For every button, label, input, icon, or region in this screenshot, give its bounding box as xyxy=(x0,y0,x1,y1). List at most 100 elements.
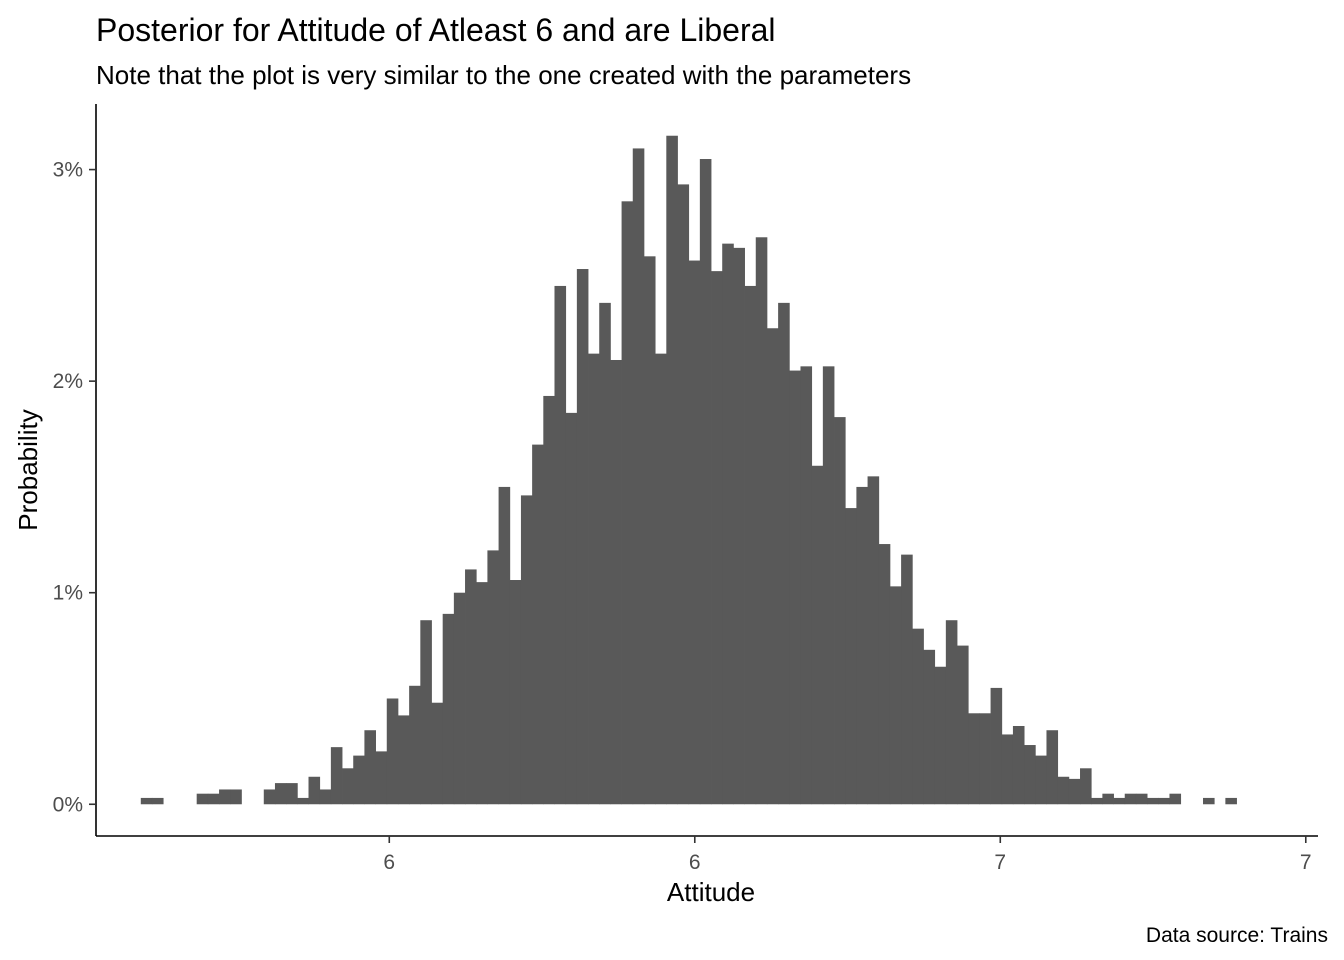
histogram-bar xyxy=(465,569,477,805)
histogram-bar xyxy=(822,366,835,805)
histogram-bar xyxy=(476,582,488,805)
histogram-bar xyxy=(509,580,522,805)
histogram-bar xyxy=(778,302,790,805)
histogram-bar xyxy=(688,260,701,805)
y-axis-title: Probability xyxy=(13,409,43,530)
histogram-bar xyxy=(1080,768,1092,805)
x-axis-ticks: 6 6 7 7 xyxy=(383,836,1312,874)
histogram-bar xyxy=(934,666,947,805)
histogram-bar xyxy=(610,359,622,805)
histogram-bar xyxy=(1001,734,1014,805)
histogram-bar xyxy=(1057,776,1070,805)
histogram-bar xyxy=(308,776,321,805)
chart-title: Posterior for Attitude of Atleast 6 and … xyxy=(96,12,776,48)
histogram-bar xyxy=(1113,797,1126,805)
histogram-bar xyxy=(219,789,231,805)
histogram-bar xyxy=(1135,793,1148,805)
histogram-bar xyxy=(409,685,421,805)
histogram-bar xyxy=(1068,778,1081,805)
histogram-bar xyxy=(520,495,533,805)
histogram-bar xyxy=(789,370,801,805)
histogram-bar xyxy=(990,687,1003,805)
histogram-bar xyxy=(364,730,376,805)
histogram-bar xyxy=(968,713,980,805)
histogram-bar xyxy=(286,783,298,805)
histogram-bar xyxy=(543,395,555,805)
histogram-bar xyxy=(677,184,690,805)
histogram-bar xyxy=(207,793,220,805)
y-axis-ticks: 0% 1% 2% 3% xyxy=(53,159,96,816)
histogram-bar xyxy=(319,789,332,805)
histogram-bar xyxy=(1024,745,1036,805)
histogram-bar xyxy=(263,789,276,805)
histogram-bar xyxy=(979,713,991,805)
histogram-bar xyxy=(655,353,667,805)
histogram-bar xyxy=(196,793,209,805)
x-tick-label: 6 xyxy=(689,851,701,874)
histogram-bar xyxy=(487,550,499,805)
histogram-bar xyxy=(912,628,924,805)
y-tick-label: 1% xyxy=(53,582,83,605)
y-tick-label: 3% xyxy=(53,159,83,182)
histogram-bar xyxy=(878,544,891,805)
histogram-bar xyxy=(856,486,868,805)
histogram-bar xyxy=(420,620,432,805)
histogram-bar xyxy=(565,412,578,805)
y-tick-label: 2% xyxy=(53,370,83,393)
histogram-bar xyxy=(230,789,242,805)
histogram-bar xyxy=(1158,797,1170,805)
histogram-bar xyxy=(800,366,813,805)
bars-group xyxy=(140,135,1237,805)
histogram-bar xyxy=(1147,797,1159,805)
x-tick-label: 7 xyxy=(994,851,1006,874)
histogram-bar xyxy=(722,243,734,805)
histogram-bar xyxy=(386,698,399,805)
histogram-bar xyxy=(901,554,913,805)
histogram-bar xyxy=(498,486,511,805)
histogram-bar xyxy=(342,768,354,805)
histogram-bar xyxy=(1124,793,1137,805)
histogram-bar xyxy=(353,755,365,805)
histogram-bar xyxy=(1169,793,1182,805)
histogram-bar xyxy=(811,465,824,805)
x-tick-label: 7 xyxy=(1300,851,1312,874)
x-axis-title: Attitude xyxy=(667,877,755,907)
histogram-bar xyxy=(1091,797,1103,805)
histogram-bar xyxy=(554,285,567,805)
histogram-bar xyxy=(699,159,712,805)
histogram-bar xyxy=(744,285,757,805)
histogram-bar xyxy=(755,237,768,805)
histogram-bar xyxy=(711,271,723,805)
histogram-bar xyxy=(1035,755,1047,805)
histogram-bar xyxy=(1225,797,1237,805)
histogram-bar xyxy=(957,645,969,805)
histogram-bar xyxy=(442,613,455,805)
y-tick-label: 0% xyxy=(53,793,83,816)
x-tick-label: 6 xyxy=(383,851,395,874)
chart-subtitle: Note that the plot is very similar to th… xyxy=(96,60,911,90)
histogram-bar xyxy=(274,783,287,805)
histogram-bar xyxy=(945,620,958,805)
histogram-bar xyxy=(297,797,309,805)
histogram-bar xyxy=(834,417,846,805)
histogram-bar xyxy=(1203,797,1215,805)
histogram-bar xyxy=(431,702,444,805)
histogram-bar xyxy=(599,302,611,805)
histogram-bar xyxy=(733,247,745,805)
histogram-bar xyxy=(151,797,164,805)
chart-caption: Data source: Trains xyxy=(1146,924,1328,947)
histogram-bar xyxy=(643,256,656,805)
histogram-bar xyxy=(867,476,880,805)
histogram-bar xyxy=(621,201,634,805)
histogram-bar xyxy=(1046,730,1059,805)
histogram-bar xyxy=(532,444,544,805)
histogram-bar xyxy=(1102,793,1114,805)
histogram-bar xyxy=(375,751,388,805)
histogram-bar xyxy=(1012,725,1025,805)
histogram-bar xyxy=(766,328,779,805)
histogram-bar xyxy=(632,148,645,805)
histogram-bar xyxy=(845,508,857,805)
histogram-bar xyxy=(140,797,153,805)
histogram-bar xyxy=(330,747,343,805)
